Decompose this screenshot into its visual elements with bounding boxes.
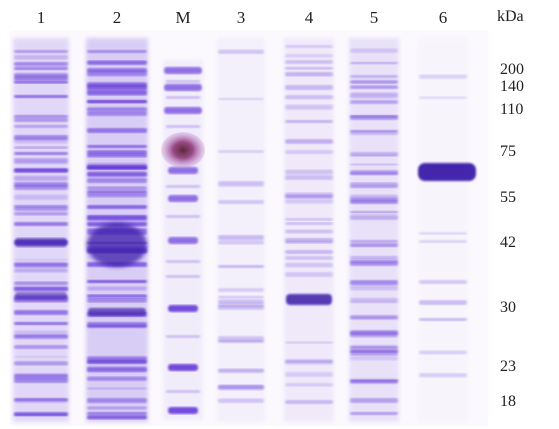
unit-label: kDa [497,8,524,25]
marker-label-30: 30 [500,299,516,316]
lane-6 [419,74,467,378]
lane-label-5: 5 [369,8,379,27]
lane-1-bands [14,50,68,416]
lane-6-target-band [418,163,476,181]
marker-band [164,84,202,91]
lane-4 [284,38,334,422]
marker-label-18: 18 [500,393,516,410]
marker-band [168,167,198,174]
lane-label-6: 6 [438,8,448,27]
marker-band [168,407,198,414]
marker-label-140: 140 [500,78,524,95]
marker-band [168,195,198,202]
marker-band [168,305,198,312]
lane-2-lower-band [88,308,146,316]
lane-label-m: M [175,8,191,27]
marker-band [164,107,202,114]
lane-4-30kda-band [286,294,332,305]
marker-reference-band [161,132,205,168]
marker-label-200: 200 [500,61,524,78]
marker-band [168,237,198,244]
marker-label-75: 75 [500,143,516,160]
marker-label-42: 42 [500,234,516,251]
marker-label-55: 55 [500,189,516,206]
lane-label-1: 1 [36,8,46,27]
lane-1-lower-band [15,292,67,299]
lane-1 [13,38,69,422]
lane-3 [217,38,265,422]
lane-6-bands [419,240,467,321]
marker-label-110: 110 [500,101,524,118]
marker-label-23: 23 [500,358,516,375]
lanes-layer [13,38,476,422]
lane-label-2: 2 [112,8,122,27]
marker-band [168,364,198,371]
lane-1-42kda-band [15,238,67,247]
lane-label-3: 3 [236,8,246,27]
marker-lane [161,60,205,420]
lane-4-bands [285,45,333,404]
lane-5-bands [350,75,398,415]
marker-band [164,67,202,74]
lane-2-heavy-band [87,223,147,267]
lane-5 [349,38,399,422]
lane-label-4: 4 [304,8,314,27]
lane-2-bands [87,50,147,415]
lane-3-bands [218,150,264,389]
